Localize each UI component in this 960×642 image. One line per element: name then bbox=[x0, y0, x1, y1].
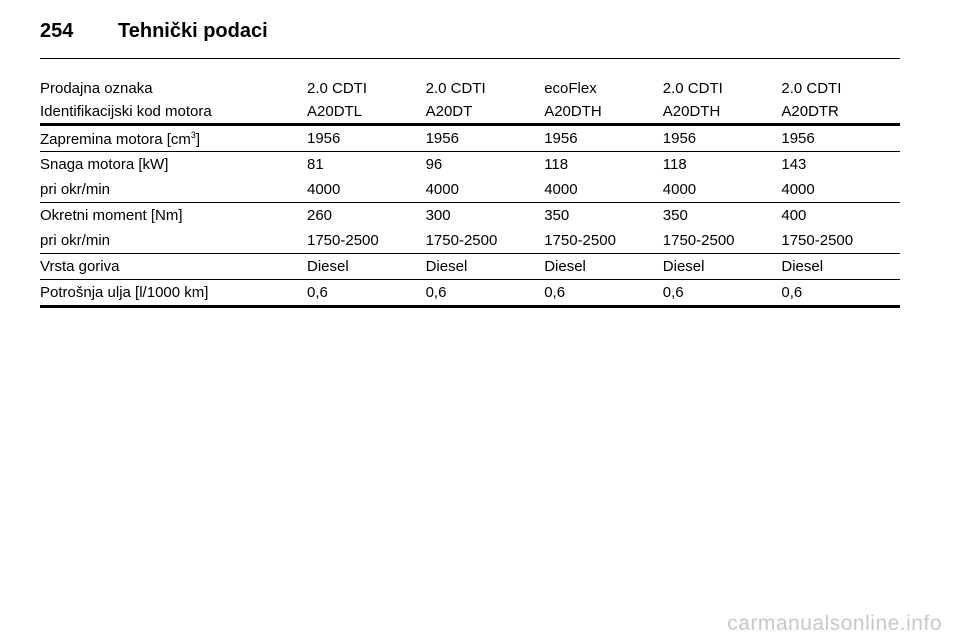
table-cell: 1956 bbox=[307, 124, 426, 152]
header-cell: 2.0 CDTI bbox=[662, 79, 723, 97]
table-row: Potrošnja ulja [l/1000 km] 0,6 0,6 0,6 0… bbox=[40, 279, 900, 308]
section-title: Tehnički podaci bbox=[118, 20, 268, 42]
row-label: pri okr/min bbox=[40, 228, 307, 254]
watermark: carmanualsonline.info bbox=[727, 612, 942, 635]
header-cell: A20DTH bbox=[662, 99, 782, 126]
table-cell: 143 bbox=[781, 156, 807, 173]
table-cell: 0,6 bbox=[425, 279, 545, 308]
table-cell: 4000 bbox=[662, 177, 782, 203]
header-cell: ecoFlex bbox=[544, 79, 597, 97]
table-cell: 350 bbox=[662, 207, 688, 224]
table-cell: 1750-2500 bbox=[781, 228, 900, 254]
table-cell: 96 bbox=[425, 156, 443, 173]
table-cell: 0,6 bbox=[662, 279, 782, 308]
header-label: Identifikacijski kod motora bbox=[40, 99, 307, 126]
row-label: pri okr/min bbox=[40, 177, 307, 203]
table-cell: 4000 bbox=[781, 177, 900, 203]
table-row: Snaga motora [kW] 81 96 118 118 143 bbox=[40, 152, 900, 178]
page-number: 254 bbox=[40, 20, 74, 42]
page-header: 254 Tehnički podaci bbox=[40, 20, 268, 43]
table-cell: 118 bbox=[544, 156, 569, 173]
table-cell: 4000 bbox=[307, 177, 426, 203]
header-divider bbox=[40, 58, 900, 59]
table-cell: 1750-2500 bbox=[662, 228, 782, 254]
header-cell: A20DTH bbox=[544, 99, 663, 126]
header-row-sales-designation: Prodajna oznaka 2.0 CDTI 2.0 CDTI ecoFle… bbox=[40, 77, 900, 99]
row-label: Okretni moment [Nm] bbox=[40, 207, 183, 224]
table-cell: 118 bbox=[662, 156, 687, 173]
table-cell: 0,6 bbox=[307, 279, 426, 308]
row-label: Vrsta goriva bbox=[40, 253, 307, 280]
table-row: pri okr/min 1750-2500 1750-2500 1750-250… bbox=[40, 228, 900, 254]
row-label: Zapremina motora [cm3] bbox=[40, 124, 307, 152]
table-cell: 0,6 bbox=[544, 279, 663, 308]
table-cell: 1750-2500 bbox=[307, 228, 426, 254]
header-cell: 2.0 CDTI bbox=[425, 79, 486, 97]
table-cell: 81 bbox=[307, 156, 324, 173]
table-row: Vrsta goriva Diesel Diesel Diesel Diesel… bbox=[40, 253, 900, 280]
table-row: Zapremina motora [cm3] 1956 1956 1956 19… bbox=[40, 124, 900, 152]
header-cell: A20DT bbox=[425, 99, 545, 126]
table-cell: 4000 bbox=[544, 177, 663, 203]
header-row-engine-code: Identifikacijski kod motora A20DTL A20DT… bbox=[40, 99, 900, 126]
table-cell: 350 bbox=[544, 207, 570, 224]
table-cell: Diesel bbox=[662, 253, 782, 280]
table-cell: 1956 bbox=[425, 124, 545, 152]
header-cell: A20DTR bbox=[781, 99, 900, 126]
header-cell: A20DTL bbox=[307, 99, 426, 126]
header-cell: 2.0 CDTI bbox=[781, 79, 842, 97]
table-cell: 400 bbox=[781, 207, 807, 224]
header-label: Prodajna oznaka bbox=[40, 79, 153, 97]
table-row: pri okr/min 4000 4000 4000 4000 4000 bbox=[40, 177, 900, 203]
table-cell: 4000 bbox=[425, 177, 545, 203]
table-cell: 1750-2500 bbox=[425, 228, 545, 254]
table-cell: 1956 bbox=[544, 124, 663, 152]
table-cell: Diesel bbox=[425, 253, 545, 280]
table-cell: 1956 bbox=[781, 124, 900, 152]
table-cell: 260 bbox=[307, 207, 333, 224]
header-cell: 2.0 CDTI bbox=[307, 79, 368, 97]
table-cell: Diesel bbox=[544, 253, 663, 280]
table-cell: 1750-2500 bbox=[544, 228, 663, 254]
table-cell: 300 bbox=[425, 207, 451, 224]
table-cell: 0,6 bbox=[781, 279, 900, 308]
row-label: Snaga motora [kW] bbox=[40, 156, 169, 173]
table-cell: Diesel bbox=[307, 253, 426, 280]
engine-spec-table: Prodajna oznaka 2.0 CDTI 2.0 CDTI ecoFle… bbox=[40, 77, 900, 308]
table-cell: Diesel bbox=[781, 253, 900, 280]
table-row: Okretni moment [Nm] 260 300 350 350 400 bbox=[40, 203, 900, 229]
table-cell: 1956 bbox=[662, 124, 782, 152]
row-label: Potrošnja ulja [l/1000 km] bbox=[40, 279, 307, 308]
